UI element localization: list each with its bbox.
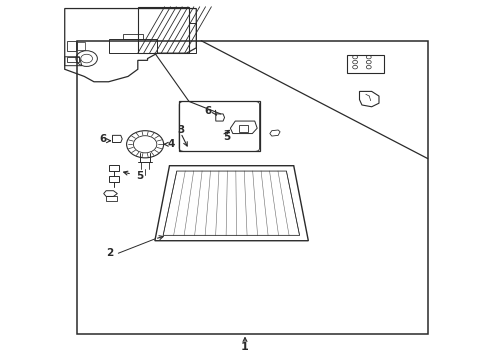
Text: 6: 6 [99, 134, 106, 144]
Text: 3: 3 [177, 125, 184, 135]
Bar [77, 42, 85, 50]
Bar [123, 33, 143, 39]
Text: 6: 6 [205, 107, 212, 116]
Bar [109, 39, 157, 53]
Bar [239, 125, 248, 132]
Bar [77, 41, 428, 334]
Text: 5: 5 [223, 132, 231, 142]
Bar [189, 23, 196, 53]
Bar [138, 7, 189, 53]
Text: 1: 1 [241, 342, 249, 352]
Bar [109, 176, 119, 182]
Bar [109, 165, 119, 171]
Bar [106, 197, 117, 202]
Text: 4: 4 [167, 139, 174, 149]
Bar [67, 41, 76, 51]
Bar [347, 55, 384, 73]
Text: 5: 5 [136, 171, 144, 181]
Text: 2: 2 [106, 248, 113, 258]
Bar [67, 57, 79, 62]
